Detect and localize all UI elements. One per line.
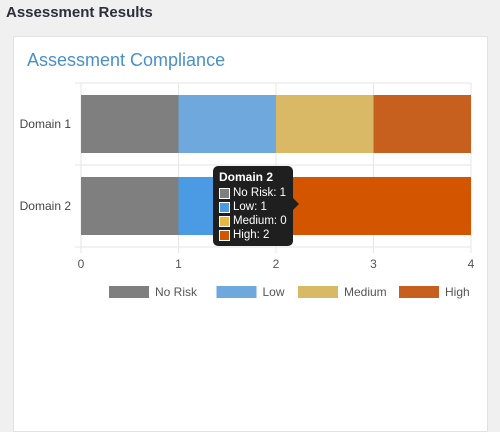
legend-label: No Risk — [155, 285, 198, 299]
chart-card: Assessment Compliance 0 1 2 3 4 Domain 1 Domai… — [13, 36, 488, 432]
tooltip-swatch — [219, 201, 230, 213]
tooltip-row: No Risk: 1 — [219, 186, 287, 200]
stacked-bar-chart: 0 1 2 3 4 Domain 1 Domain 2 No Risk Low Medium Hi… — [20, 82, 475, 299]
x-tick-label: 4 — [468, 257, 475, 271]
tooltip-row: High: 2 — [219, 228, 287, 242]
card-title: Assessment Compliance — [27, 50, 226, 70]
tooltip-swatch — [219, 215, 230, 227]
legend-swatch — [216, 286, 257, 298]
legend-swatch — [399, 286, 439, 298]
tooltip-row-label: High: 2 — [233, 229, 270, 241]
tooltip-row: Low: 1 — [219, 200, 287, 214]
bar-segment — [178, 95, 276, 153]
x-tick-label: 0 — [78, 257, 85, 271]
tooltip-row: Medium: 0 — [219, 214, 287, 228]
chart-tooltip: Domain 2 No Risk: 1 Low: 1 Medium: 0 Hig… — [213, 166, 299, 246]
legend-label: Medium — [344, 285, 387, 299]
bar-segment — [276, 177, 471, 235]
bar-segment — [373, 95, 471, 153]
x-tick-label: 2 — [273, 257, 280, 271]
tooltip-row-label: Low: 1 — [233, 201, 267, 213]
tooltip-title: Domain 2 — [219, 170, 274, 184]
tooltip-row-label: No Risk: 1 — [233, 187, 287, 199]
page-title: Assessment Results — [6, 4, 153, 21]
tooltip-swatch — [219, 187, 230, 199]
bar-segment — [81, 177, 179, 235]
bar-segment — [81, 95, 179, 153]
legend-swatch — [109, 286, 149, 298]
y-category-label: Domain 2 — [20, 199, 72, 213]
legend-swatch — [298, 286, 338, 298]
y-category-label: Domain 1 — [20, 117, 72, 131]
legend-label: Low — [263, 285, 285, 299]
x-tick-label: 1 — [175, 257, 182, 271]
tooltip-swatch — [219, 229, 230, 241]
bar-segment — [276, 95, 374, 153]
tooltip-row-label: Medium: 0 — [233, 215, 287, 227]
x-tick-label: 3 — [370, 257, 377, 271]
legend-label: High — [445, 285, 470, 299]
